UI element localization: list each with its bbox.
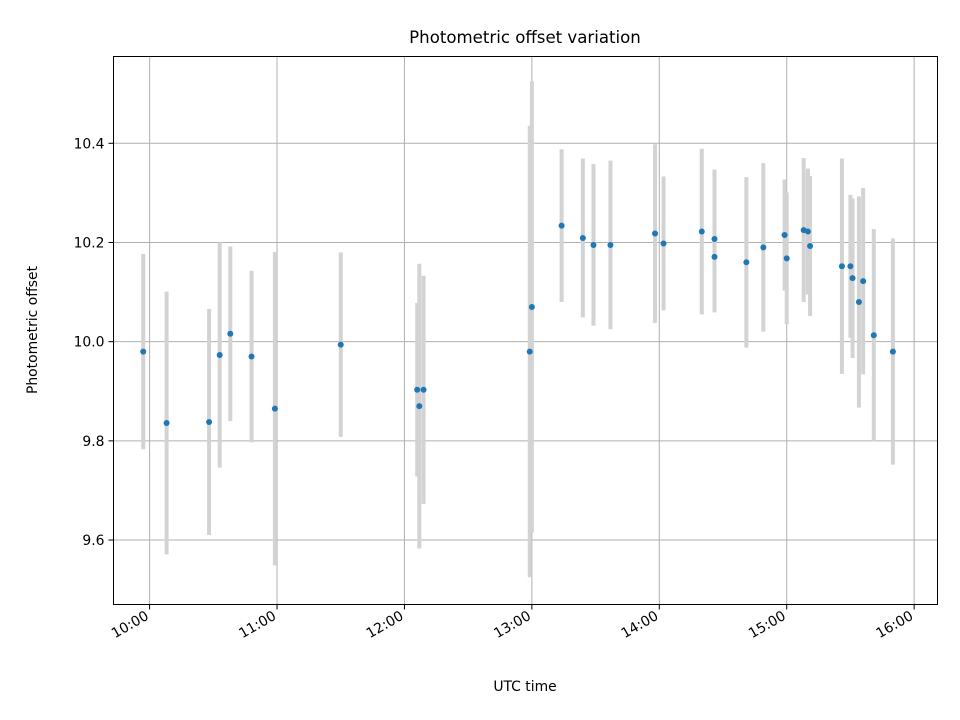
data-point [414, 386, 421, 393]
data-point [416, 403, 423, 410]
data-point [807, 242, 814, 249]
data-point [698, 228, 705, 235]
data-point [781, 232, 788, 239]
data-point [889, 348, 896, 355]
y-tick-label: 9.8 [82, 434, 104, 450]
data-point [783, 255, 790, 262]
data-point [206, 418, 213, 425]
y-tick-label: 10.4 [74, 136, 105, 152]
data-point [660, 240, 667, 247]
y-axis-label: Photometric offset [25, 265, 41, 394]
x-tick-label: 13:00 [491, 608, 534, 642]
data-point [743, 259, 750, 266]
y-axis-ticks: 9.6 9.8 10.0 10.2 10.4 [74, 136, 114, 549]
data-point [337, 341, 344, 348]
data-point [804, 228, 811, 235]
data-point [838, 263, 845, 270]
chart-title: Photometric offset variation [409, 28, 641, 47]
x-tick-label: 10:00 [109, 608, 152, 642]
data-point [855, 298, 862, 305]
data-point [579, 235, 586, 242]
x-tick-label: 14:00 [619, 608, 662, 642]
data-point [870, 332, 877, 339]
data-point [216, 352, 223, 359]
data-point [860, 278, 867, 285]
y-tick-label: 10.0 [74, 335, 105, 351]
data-point [847, 263, 854, 270]
data-point [558, 222, 565, 229]
data-point [526, 348, 533, 355]
x-tick-label: 11:00 [236, 608, 279, 642]
x-tick-label: 15:00 [746, 608, 789, 642]
data-point [227, 330, 234, 337]
data-point [711, 253, 718, 260]
data-point [271, 405, 278, 412]
data-point [590, 241, 597, 248]
x-axis-ticks: 10:00 11:00 12:00 13:00 14:00 15:00 16:00 [109, 604, 916, 642]
grid [113, 56, 938, 605]
x-tick-label: 12:00 [364, 608, 407, 642]
error-bars [141, 81, 895, 578]
data-point [652, 230, 659, 237]
plot-frame [113, 56, 938, 605]
data-point [711, 236, 718, 243]
y-tick-label: 10.2 [74, 235, 105, 251]
data-point [760, 244, 767, 251]
x-axis-label: UTC time [493, 679, 556, 695]
x-tick-label: 16:00 [873, 608, 916, 642]
data-point [420, 386, 427, 393]
data-point [607, 241, 614, 248]
data-point [528, 303, 535, 310]
data-points [140, 222, 896, 426]
y-tick-label: 9.6 [82, 533, 104, 549]
data-point [140, 348, 147, 355]
data-point [849, 275, 856, 282]
data-point [248, 353, 255, 360]
data-point [163, 419, 170, 426]
